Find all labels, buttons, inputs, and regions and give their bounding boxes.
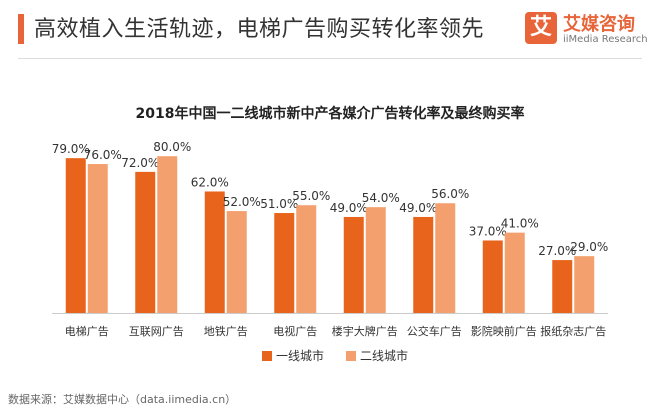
bar-2-1 <box>87 164 108 313</box>
bar-1-2 <box>135 171 156 313</box>
x-tick-label-6: 公交车广告 <box>407 324 462 338</box>
brand-name: 艾媒咨询 <box>563 14 635 35</box>
x-tick-label-8: 报纸杂志广告 <box>540 324 606 338</box>
bar-2-4 <box>296 205 317 313</box>
legend-swatch-series-1 <box>262 351 272 361</box>
x-tick-label-7: 影院映前广告 <box>471 324 537 338</box>
x-tick-label-4: 电视广告 <box>273 324 317 338</box>
data-label-2-1: 76.0% <box>84 148 122 162</box>
data-source-note: 数据来源：艾媒数据中心（data.iimedia.cn） <box>8 393 237 406</box>
data-label-2-3: 52.0% <box>223 195 261 209</box>
x-tick-label-3: 地铁广告 <box>204 325 248 338</box>
bar-1-7 <box>482 240 503 313</box>
brand-logo-icon: 艾 <box>525 12 557 44</box>
page-title: 高效植入生活轨迹，电梯广告购买转化率领先 <box>34 17 485 42</box>
bar-1-5 <box>343 216 364 313</box>
chart-title: 2018年中国一二线城市新中产各媒介广告转化率及最终购买率 <box>135 106 525 122</box>
legend-swatch-series-2 <box>346 351 356 361</box>
bar-2-7 <box>504 232 525 313</box>
x-tick-label-1: 电梯广告 <box>65 325 109 338</box>
chart-legend: 一线城市 二线城市 <box>0 347 660 365</box>
bar-2-3 <box>226 211 247 313</box>
data-label-1-8: 27.0% <box>538 244 576 258</box>
data-label-1-1: 79.0% <box>52 142 90 156</box>
data-label-2-7: 41.0% <box>501 217 539 231</box>
bar-2-6 <box>435 203 456 313</box>
legend-item-series-1: 一线城市 <box>262 347 324 364</box>
bar-2-5 <box>365 207 386 313</box>
header-divider <box>18 58 642 59</box>
data-label-2-4: 55.0% <box>292 189 330 203</box>
bar-1-1 <box>65 158 86 313</box>
brand-logo: 艾 艾媒咨询 iiMedia Research <box>525 10 655 52</box>
header-bar: 高效植入生活轨迹，电梯广告购买转化率领先 艾 艾媒咨询 iiMedia Rese… <box>0 0 660 62</box>
data-label-1-2: 72.0% <box>121 156 159 170</box>
data-label-2-8: 29.0% <box>570 240 608 254</box>
data-label-2-5: 54.0% <box>362 191 400 205</box>
bar-1-3 <box>204 191 225 313</box>
brand-subtitle: iiMedia Research <box>563 34 648 45</box>
legend-label-series-2: 二线城市 <box>360 349 409 363</box>
data-label-1-4: 51.0% <box>260 197 298 211</box>
data-label-2-2: 80.0% <box>153 140 191 154</box>
bar-2-2 <box>157 156 178 313</box>
data-label-2-6: 56.0% <box>431 187 469 201</box>
data-label-1-3: 62.0% <box>191 175 229 189</box>
bar-2-8 <box>574 256 595 313</box>
title-accent-bar <box>18 14 24 44</box>
bar-1-8 <box>552 260 573 313</box>
data-label-1-6: 49.0% <box>399 201 437 215</box>
data-label-1-7: 37.0% <box>469 224 507 238</box>
x-tick-label-2: 互联网广告 <box>129 325 184 338</box>
legend-label-series-1: 一线城市 <box>276 349 325 363</box>
bar-1-4 <box>274 213 295 313</box>
bar-1-6 <box>413 216 434 313</box>
data-label-1-5: 49.0% <box>330 201 368 215</box>
legend-item-series-2: 二线城市 <box>346 347 408 364</box>
x-tick-label-5: 楼宇大牌广告 <box>332 324 398 338</box>
